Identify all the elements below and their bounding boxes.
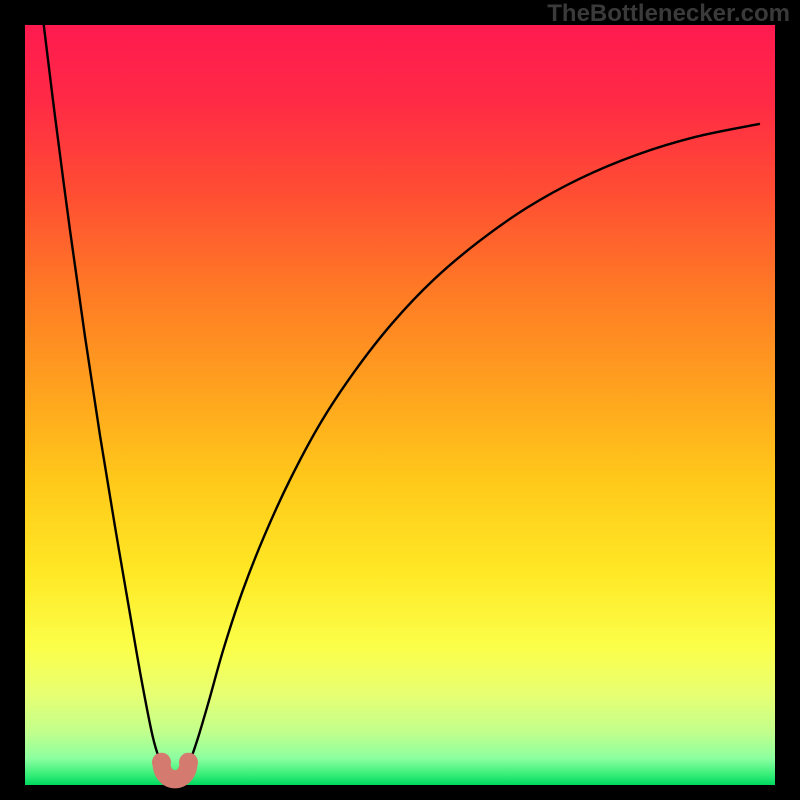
marker-dot-right bbox=[179, 753, 198, 772]
plot-background bbox=[25, 25, 775, 785]
bottleneck-curve-chart bbox=[0, 0, 800, 800]
marker-dot-left bbox=[152, 753, 171, 772]
watermark-text: TheBottlenecker.com bbox=[547, 0, 790, 28]
chart-container: TheBottlenecker.com bbox=[0, 0, 800, 800]
